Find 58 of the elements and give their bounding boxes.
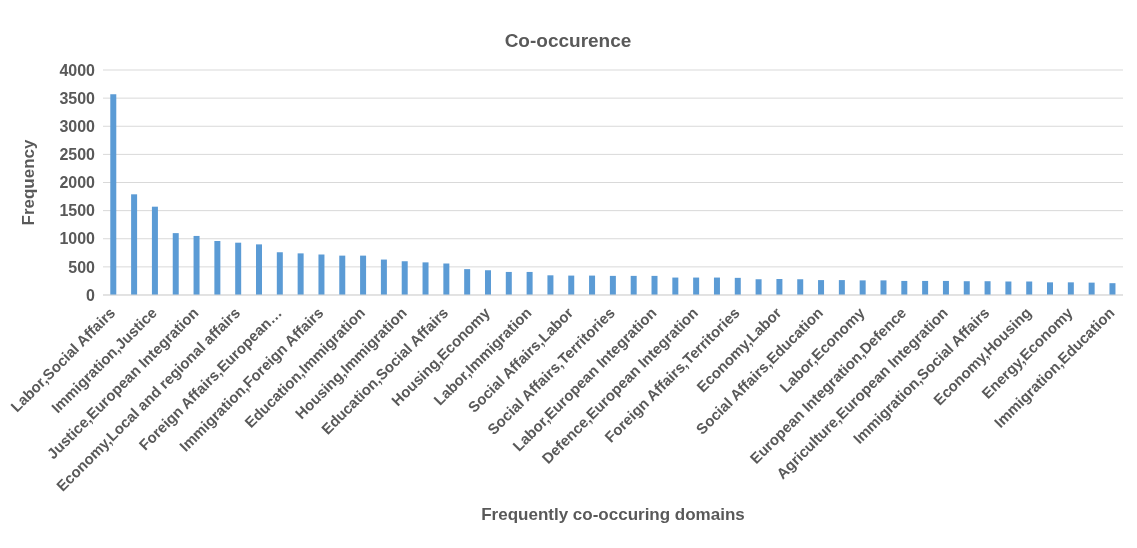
bar bbox=[464, 269, 471, 295]
bar bbox=[609, 275, 616, 295]
bar bbox=[443, 263, 450, 295]
bar bbox=[838, 280, 845, 295]
bar bbox=[651, 275, 658, 295]
bar bbox=[151, 206, 158, 295]
bar bbox=[422, 262, 429, 295]
y-tick-label: 1500 bbox=[59, 202, 96, 220]
bar bbox=[547, 275, 554, 295]
y-tick-label: 1000 bbox=[59, 230, 96, 248]
bar bbox=[214, 241, 221, 295]
bar bbox=[922, 280, 929, 295]
bar bbox=[318, 254, 325, 295]
bar bbox=[693, 277, 700, 295]
bar bbox=[380, 259, 387, 295]
bar bbox=[484, 270, 491, 295]
bar bbox=[901, 280, 908, 295]
bar bbox=[505, 271, 512, 295]
bar bbox=[734, 277, 741, 295]
bar bbox=[672, 277, 679, 295]
bar bbox=[589, 275, 596, 295]
bar bbox=[630, 275, 637, 295]
bar bbox=[963, 281, 970, 295]
bar bbox=[276, 252, 283, 295]
bar bbox=[797, 279, 804, 295]
bar bbox=[880, 280, 887, 295]
bar bbox=[1047, 282, 1054, 295]
bar bbox=[1067, 282, 1074, 295]
y-tick-label: 3500 bbox=[59, 89, 96, 107]
bar bbox=[256, 244, 262, 295]
bar bbox=[131, 194, 138, 295]
bar bbox=[297, 253, 304, 295]
y-tick-label: 4000 bbox=[59, 61, 96, 79]
y-tick-label: 3000 bbox=[59, 117, 96, 135]
bar bbox=[755, 279, 762, 295]
bar bbox=[942, 280, 949, 295]
bar bbox=[526, 271, 533, 295]
bar bbox=[859, 280, 866, 295]
chart-title: Co-occurence bbox=[503, 30, 633, 52]
bar bbox=[401, 261, 408, 295]
y-tick-label: 0 bbox=[86, 286, 96, 304]
bar bbox=[235, 242, 242, 295]
bar bbox=[713, 277, 720, 295]
bar bbox=[1109, 283, 1116, 295]
x-axis-title: Frequently co-occuring domains bbox=[481, 505, 745, 524]
bar bbox=[568, 275, 575, 295]
y-axis-title: Frequency bbox=[19, 138, 39, 226]
bar bbox=[110, 94, 117, 295]
y-tick-label: 500 bbox=[68, 258, 96, 276]
bar bbox=[193, 235, 200, 295]
bar bbox=[818, 280, 825, 295]
y-tick-label: 2000 bbox=[59, 174, 96, 192]
bar bbox=[339, 255, 346, 295]
bar bbox=[984, 281, 991, 295]
bar bbox=[776, 278, 783, 295]
bar bbox=[360, 255, 367, 295]
bar bbox=[172, 233, 179, 295]
y-tick-label: 2500 bbox=[59, 146, 96, 164]
